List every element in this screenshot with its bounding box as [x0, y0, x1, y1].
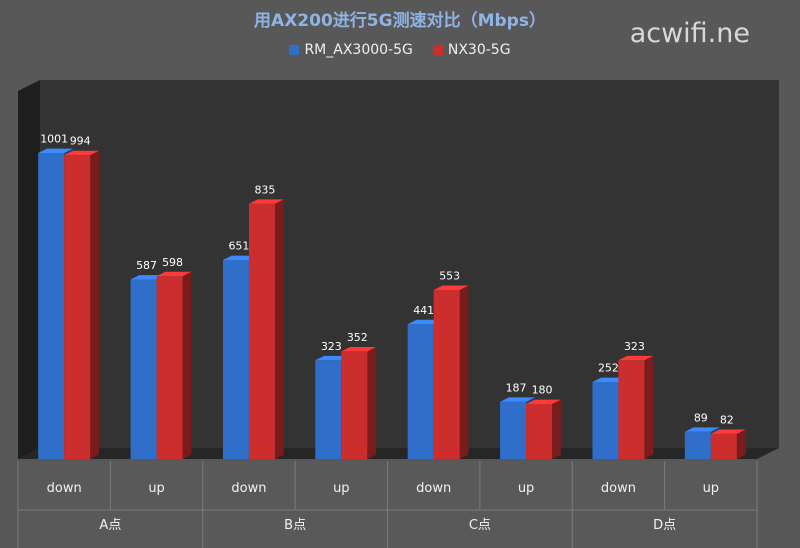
data-label-series-1: 1001: [40, 133, 68, 146]
bar-series-2: [156, 276, 183, 459]
bar-top-series-2: [248, 199, 284, 204]
data-label-series-2: 994: [70, 135, 91, 148]
data-label-series-2: 835: [254, 183, 275, 196]
bar-top-series-2: [64, 150, 99, 156]
chart-title: 用AX200进行5G测速对比（Mbps）: [254, 11, 546, 31]
bar-series-2: [618, 360, 645, 459]
bar-series-2: [433, 289, 460, 459]
bar-side-series-2: [459, 285, 469, 459]
x-tick-label: up: [703, 481, 720, 496]
bar-side-series-2: [367, 346, 377, 459]
bar-series-1: [315, 360, 342, 459]
group-label: B点: [284, 518, 306, 533]
bar-top-series-2: [433, 285, 469, 290]
bar-side-series-2: [90, 150, 99, 459]
legend-item-series-2: NX30-5G: [432, 42, 511, 58]
group-label: C点: [469, 518, 491, 533]
bar-series-1: [592, 381, 619, 459]
bar-series-2: [248, 203, 275, 459]
x-tick-label: up: [333, 481, 350, 496]
data-label-series-1: 323: [321, 340, 342, 353]
bar-series-1: [130, 279, 157, 459]
data-label-series-1: 89: [694, 411, 708, 424]
x-tick-label: up: [148, 481, 165, 496]
bar-series-1: [38, 153, 65, 459]
legend-label-series-1: RM_AX3000-5G: [304, 42, 413, 58]
bar-series-1: [684, 431, 711, 459]
bar-top-series-2: [710, 429, 746, 434]
bar-series-1: [407, 324, 434, 459]
bar-top-series-2: [156, 271, 192, 277]
bar-series-1: [500, 401, 527, 459]
group-label: A点: [99, 518, 121, 533]
x-tick-label: up: [518, 481, 535, 496]
x-tick-label: down: [47, 481, 82, 496]
data-label-series-1: 252: [598, 362, 619, 375]
legend-label-series-2: NX30-5G: [447, 42, 511, 58]
legend-swatch-series-2: [432, 45, 443, 55]
data-label-series-2: 553: [439, 270, 460, 283]
data-label-series-2: 82: [720, 414, 734, 427]
bar-side-series-2: [552, 399, 561, 459]
bar-top-series-1: [684, 427, 720, 432]
data-label-series-2: 180: [532, 384, 553, 397]
data-label-series-1: 441: [413, 304, 434, 317]
bar-side-series-2: [644, 355, 654, 459]
bar-top-series-2: [618, 355, 654, 361]
bar-top-series-1: [38, 148, 73, 153]
bar-side-series-2: [736, 429, 746, 459]
data-label-series-1: 187: [506, 381, 527, 394]
bar-series-2: [64, 155, 91, 459]
legend-item-series-1: RM_AX3000-5G: [289, 42, 413, 58]
bar-series-2: [710, 433, 737, 459]
bar-series-1: [222, 259, 249, 459]
data-label-series-1: 651: [228, 240, 249, 253]
bar-side-series-2: [274, 199, 284, 459]
data-label-series-1: 587: [136, 259, 157, 272]
data-label-series-2: 598: [162, 256, 183, 269]
legend: RM_AX3000-5G NX30-5G: [0, 42, 800, 58]
bar-top-series-2: [526, 399, 561, 404]
plot-side-wall: [18, 80, 40, 459]
bar-top-series-1: [500, 397, 535, 402]
watermark: acwifi.ne: [629, 18, 750, 49]
data-label-series-2: 323: [624, 340, 645, 353]
plot-floor: [18, 448, 779, 459]
bar-side-series-2: [182, 271, 192, 459]
x-tick-label: down: [231, 481, 266, 496]
group-label: D点: [653, 518, 676, 533]
legend-swatch-series-1: [289, 45, 300, 55]
bar-top-series-2: [341, 346, 377, 352]
x-tick-label: down: [416, 481, 451, 496]
bar-series-2: [341, 351, 368, 459]
x-tick-label: down: [601, 481, 636, 496]
bar-series-2: [526, 403, 553, 459]
data-label-series-2: 352: [347, 331, 368, 344]
